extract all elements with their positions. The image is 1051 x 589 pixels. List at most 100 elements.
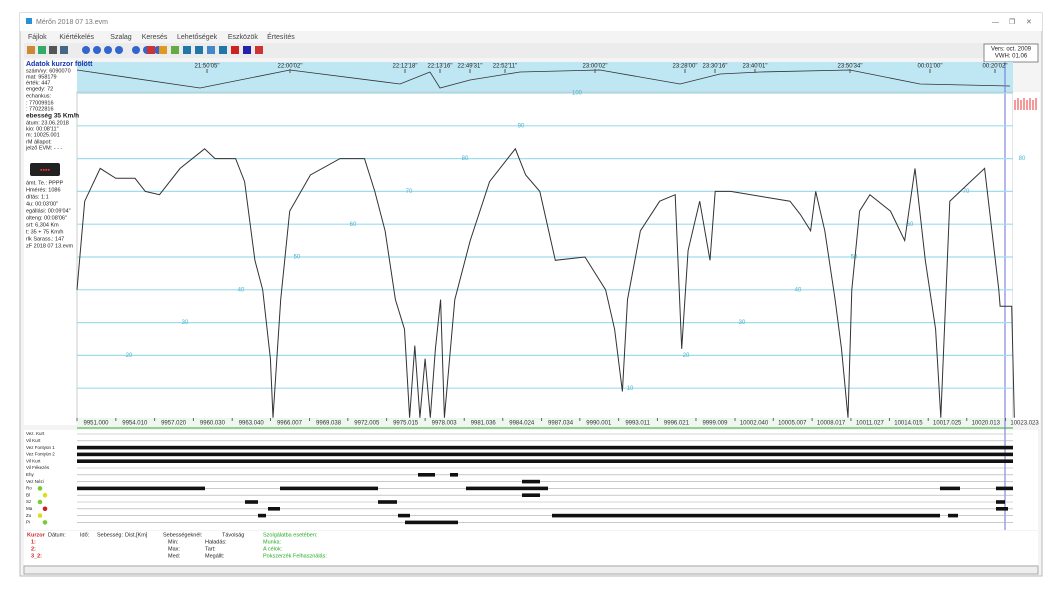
x-tick-label: 9990.001 (586, 421, 612, 427)
channel-signal (77, 445, 1013, 450)
bottom-row: 1: (31, 539, 36, 545)
channel-signal (996, 486, 1013, 491)
toolbar-button[interactable] (231, 46, 239, 54)
y-tick-label: 10 (627, 386, 634, 392)
menu-item[interactable]: Fájlok (28, 34, 47, 41)
y-tick-label: 50 (294, 255, 301, 261)
toolbar-button[interactable] (183, 46, 191, 54)
channel-label: Zo (26, 513, 32, 518)
panel-item: zF 2018 07 13.evm (26, 243, 74, 249)
menu-item[interactable]: Eszközök (228, 34, 258, 41)
bottom-header: Sebesség: (97, 532, 123, 538)
channel-lamp (37, 499, 43, 505)
menu-item[interactable]: Értesítés (267, 32, 295, 41)
bottom-stat: Haladás: (205, 539, 227, 545)
window-control[interactable]: ✕ (1026, 19, 1032, 26)
toolbar-button[interactable] (38, 46, 46, 54)
x-tick-label: 10005.007 (778, 421, 807, 427)
channel-signal (378, 500, 397, 504)
toolbar-button[interactable] (159, 46, 167, 54)
time-label: 22:49'31" (458, 64, 483, 70)
title-bar (20, 13, 1042, 31)
x-tick-label: 10017.025 (933, 421, 962, 427)
x-tick-label: 9954.010 (122, 421, 148, 427)
time-label: 23:28'00" (673, 64, 698, 70)
panel-item: egállási: 00:09'04" (26, 208, 71, 214)
digital-display (30, 163, 60, 176)
panel-item: rM állapot: (26, 139, 52, 145)
channel-signal (522, 479, 540, 484)
channel-signal (522, 493, 540, 497)
panel-item: átum: 23.06.2018 (26, 120, 69, 126)
panel-item: m: 10025.001 (26, 132, 60, 138)
menu-item[interactable]: Keresés (142, 34, 168, 41)
x-tick-label: 9969.038 (316, 421, 342, 427)
time-label: 23:40'01" (743, 64, 768, 70)
right-strip (1013, 92, 1040, 422)
toolbar-button[interactable] (132, 46, 140, 54)
toolbar-button[interactable] (104, 46, 112, 54)
time-label: 22:12'18" (393, 64, 418, 70)
y-tick-label: 90 (518, 123, 525, 129)
panel-item: echankus: (26, 93, 52, 99)
channel-signal (245, 500, 258, 504)
channel-signal (398, 513, 410, 518)
time-label: 21:50'05" (195, 64, 220, 70)
toolbar-button[interactable] (171, 46, 179, 54)
x-tick-label: 9975.015 (393, 421, 419, 427)
channel-signal (268, 507, 280, 511)
channel-label: Vez Fontyün 1 (26, 445, 55, 450)
bottom-stat: Med: (168, 553, 181, 559)
toolbar-button[interactable] (195, 46, 203, 54)
window-control[interactable]: — (992, 19, 999, 26)
window-title: Mérőn 2018 07 13.evm (36, 19, 108, 26)
bottom-note: A célok: (263, 546, 283, 552)
menu-item[interactable]: Kiértékelés (59, 34, 94, 41)
x-tick-label: 10002.040 (740, 421, 769, 427)
x-tick-label: 10020.013 (972, 421, 1001, 427)
menu-item[interactable]: Lehetőségek (177, 34, 218, 41)
channel-signal (996, 507, 1008, 511)
app-icon (26, 18, 32, 24)
toolbar-button[interactable] (243, 46, 251, 54)
x-tick-label: 9996.021 (664, 421, 690, 427)
panel-item: rlk Sarass.: 147 (26, 236, 64, 242)
time-label: 23:00'02" (583, 64, 608, 70)
panel-item: srt: 6,304 Km (26, 222, 59, 228)
toolbar-button[interactable] (27, 46, 35, 54)
y-tick-label: 60 (907, 222, 914, 228)
panel-item: : 77009916 (26, 100, 54, 106)
y-tick-label: 30 (182, 320, 189, 326)
channel-signal (996, 500, 1005, 504)
bottom-stat: Megállt: (205, 553, 225, 559)
km-strip (77, 418, 1013, 428)
toolbar-button[interactable] (82, 46, 90, 54)
x-tick-label: 9984.024 (509, 421, 535, 427)
time-label: 00:20'02" (983, 64, 1008, 70)
toolbar-button[interactable] (207, 46, 215, 54)
toolbar-button[interactable] (255, 46, 263, 54)
toolbar-button[interactable] (115, 46, 123, 54)
time-label: 23:50'34" (838, 64, 863, 70)
window-control[interactable]: ❐ (1009, 18, 1015, 26)
y-tick-label: 40 (238, 287, 245, 293)
toolbar-button[interactable] (49, 46, 57, 54)
toolbar-button[interactable] (219, 46, 227, 54)
channel-label: Ma (26, 506, 33, 511)
channel-signal (466, 486, 548, 491)
time-label: 00:01'00" (918, 64, 943, 70)
channel-label: Ro (26, 486, 32, 491)
channel-signal (418, 473, 435, 477)
toolbar (24, 43, 1038, 58)
toolbar-button[interactable] (93, 46, 101, 54)
bottom-panel (24, 531, 1038, 565)
toolbar-button[interactable] (60, 46, 68, 54)
y-tick-label: 70 (406, 189, 413, 195)
panel-item: olteng: 00:08'06" (26, 215, 67, 221)
panel-item: szám/vy: 6090070 (26, 68, 71, 74)
menu-item[interactable]: Szalag (110, 34, 132, 41)
toolbar-button[interactable] (147, 46, 155, 54)
y-tick-label: 40 (795, 287, 802, 293)
scrollbar[interactable] (23, 565, 1039, 575)
channel-label: Pi (26, 520, 30, 525)
